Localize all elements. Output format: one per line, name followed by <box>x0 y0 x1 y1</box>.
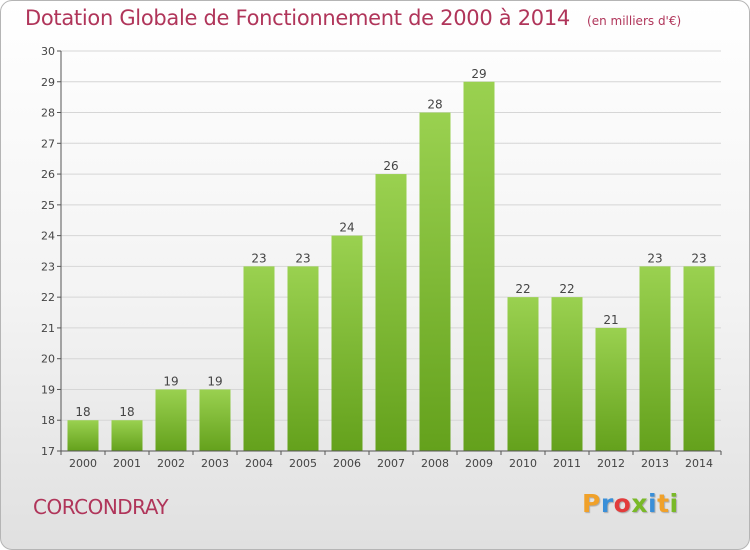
commune-name: CORCONDRAY <box>33 495 169 519</box>
y-tick-label: 20 <box>41 353 55 366</box>
proxiti-logo: Proxiti <box>582 489 679 518</box>
y-tick-label: 28 <box>41 107 55 120</box>
data-label-2013: 23 <box>647 251 662 265</box>
logo-letter: x <box>631 489 648 518</box>
data-label-2004: 23 <box>251 251 266 265</box>
bar-2010 <box>507 297 539 451</box>
x-tick-label-2002: 2002 <box>157 457 185 470</box>
chart-unit-label: (en milliers d'€) <box>587 14 682 28</box>
x-tick-label-2004: 2004 <box>245 457 273 470</box>
x-tick-label-2010: 2010 <box>509 457 537 470</box>
x-tick-label-2005: 2005 <box>289 457 317 470</box>
x-tick-label-2001: 2001 <box>113 457 141 470</box>
bar-2013 <box>639 266 671 451</box>
x-tick-label-2003: 2003 <box>201 457 229 470</box>
chart-title: Dotation Globale de Fonctionnement de 20… <box>25 6 681 30</box>
bar-2003 <box>199 389 231 451</box>
data-label-2009: 29 <box>471 67 486 81</box>
x-tick-label-2000: 2000 <box>69 457 97 470</box>
x-tick-label-2013: 2013 <box>641 457 669 470</box>
chart-title-text: Dotation Globale de Fonctionnement de 20… <box>25 6 570 30</box>
data-label-2010: 22 <box>515 282 530 296</box>
x-tick-label-2008: 2008 <box>421 457 449 470</box>
bar-2011 <box>551 297 583 451</box>
y-tick-label: 25 <box>41 199 55 212</box>
y-tick-label: 21 <box>41 322 55 335</box>
logo-letter: r <box>600 489 614 518</box>
y-tick-label: 24 <box>41 230 55 243</box>
data-label-2002: 19 <box>163 374 178 388</box>
data-label-2008: 28 <box>427 98 442 112</box>
bar-2006 <box>331 235 363 451</box>
bar-2014 <box>683 266 715 451</box>
x-tick-label-2007: 2007 <box>377 457 405 470</box>
y-tick-label: 17 <box>41 445 55 458</box>
data-label-2000: 18 <box>75 405 90 419</box>
y-tick-label: 22 <box>41 291 55 304</box>
x-tick-label-2009: 2009 <box>465 457 493 470</box>
bar-2000 <box>67 420 99 451</box>
x-tick-label-2006: 2006 <box>333 457 361 470</box>
x-tick-label-2011: 2011 <box>553 457 581 470</box>
bar-2001 <box>111 420 143 451</box>
data-label-2001: 18 <box>119 405 134 419</box>
y-tick-label: 30 <box>41 45 55 58</box>
bar-2004 <box>243 266 275 451</box>
y-tick-label: 23 <box>41 260 55 273</box>
bar-2008 <box>419 112 451 452</box>
logo-letter: t <box>657 489 670 518</box>
logo-letter: P <box>582 489 601 518</box>
bar-2005 <box>287 266 319 451</box>
bar-2012 <box>595 327 627 451</box>
x-tick-label-2012: 2012 <box>597 457 625 470</box>
x-tick-label-2014: 2014 <box>685 457 713 470</box>
data-label-2003: 19 <box>207 374 222 388</box>
data-label-2005: 23 <box>295 251 310 265</box>
data-label-2007: 26 <box>383 159 398 173</box>
y-tick-label: 19 <box>41 383 55 396</box>
logo-letter: i <box>648 489 658 518</box>
logo-letter: o <box>613 489 632 518</box>
data-label-2011: 22 <box>559 282 574 296</box>
bar-2002 <box>155 389 187 451</box>
y-tick-label: 27 <box>41 137 55 150</box>
bar-2009 <box>463 81 495 452</box>
y-tick-label: 29 <box>41 76 55 89</box>
data-label-2012: 21 <box>603 313 618 327</box>
logo-letter: i <box>669 489 679 518</box>
y-tick-label: 26 <box>41 168 55 181</box>
bar-2007 <box>375 174 407 452</box>
data-label-2006: 24 <box>339 221 354 235</box>
y-tick-label: 18 <box>41 414 55 427</box>
data-label-2014: 23 <box>691 251 706 265</box>
